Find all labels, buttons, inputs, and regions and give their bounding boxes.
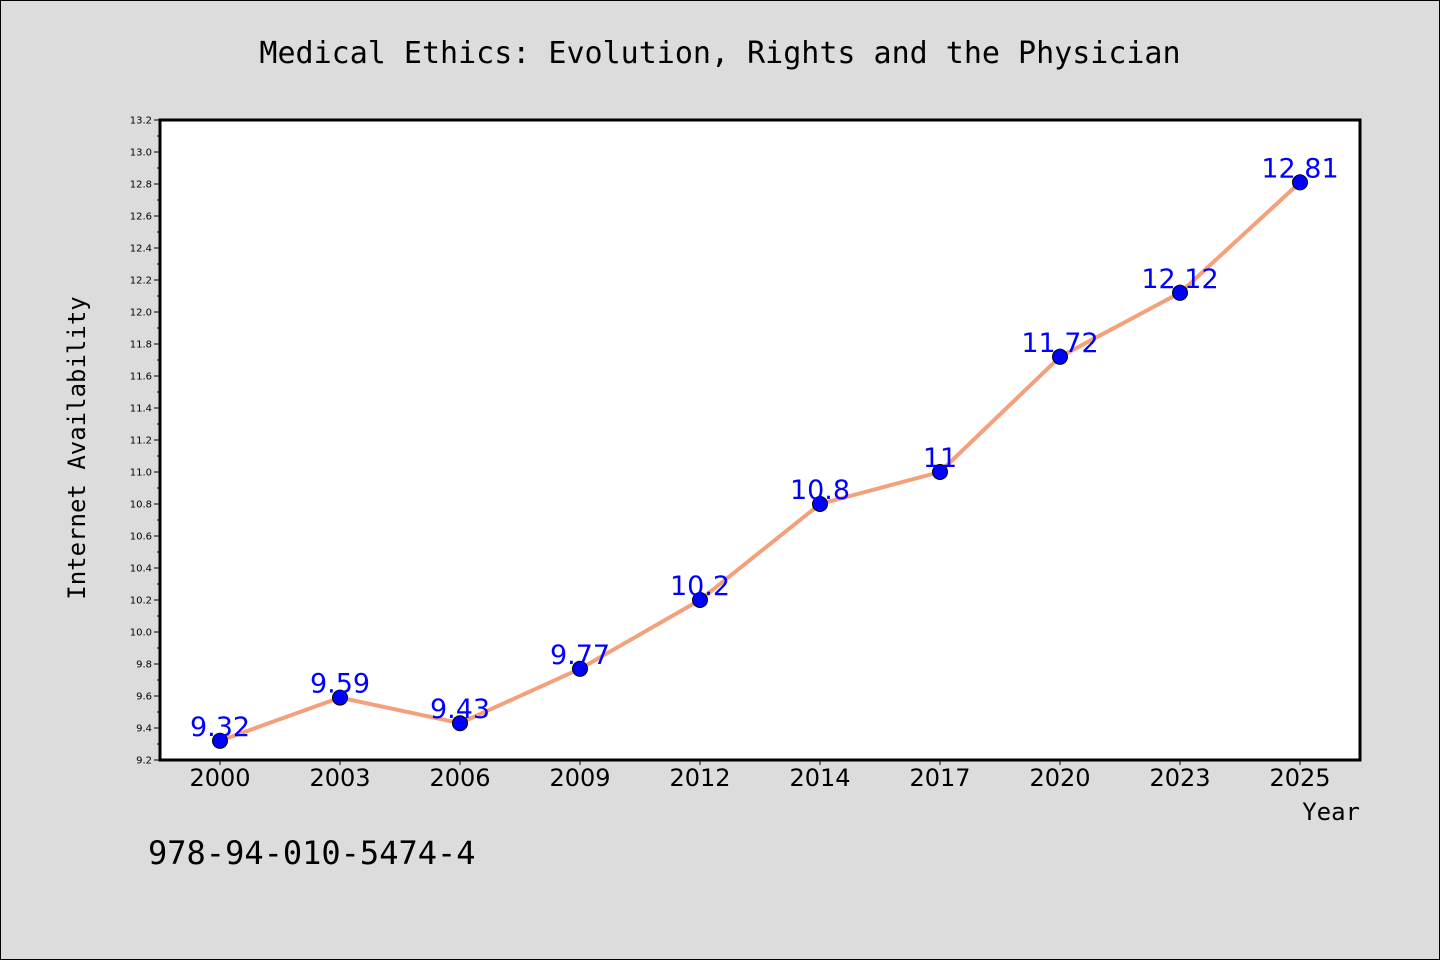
- data-label: 9.32: [190, 712, 250, 743]
- y-tick-label: 10.2: [130, 596, 152, 607]
- x-tick-label: 2020: [1029, 764, 1090, 792]
- y-tick-label: 11.6: [130, 372, 152, 383]
- x-axis-label: Year: [1302, 798, 1360, 826]
- x-tick-label: 2006: [429, 764, 490, 792]
- x-tick-label: 2003: [309, 764, 370, 792]
- data-point: [572, 660, 588, 677]
- data-point: [692, 592, 708, 608]
- data-label: 10.8: [790, 475, 850, 506]
- y-tick-label: 12.0: [130, 308, 152, 319]
- data-point: [932, 464, 948, 480]
- y-tick-label: 12.2: [130, 276, 152, 287]
- chart-title: Medical Ethics: Evolution, Rights and th…: [259, 36, 1180, 71]
- data-labels: 9.32 9.59 9.43 9.77 10.2 10.8 11 11.72 12.12 12.8…: [190, 153, 1339, 742]
- y-tick-label: 11.4: [130, 404, 152, 415]
- data-point: [212, 732, 228, 749]
- series-line-group: [218, 180, 1302, 743]
- y-tick-label: 11.8: [130, 340, 152, 351]
- isbn-text: 978-94-010-5474-4: [148, 834, 476, 872]
- data-point: [1172, 284, 1188, 301]
- y-tick-label: 11.2: [130, 436, 152, 447]
- y-tick-label: 9.2: [136, 756, 152, 767]
- series-line: [218, 180, 1302, 743]
- x-tick-label: 2025: [1269, 764, 1330, 792]
- y-tick-label: 9.6: [136, 692, 152, 703]
- y-tick-label: 10.0: [130, 628, 152, 639]
- y-tick-label: 12.8: [130, 180, 152, 191]
- data-label: 9.59: [310, 669, 370, 700]
- x-tick-label: 2000: [189, 764, 250, 792]
- y-tick-label: 10.6: [130, 532, 152, 543]
- data-label: 11.72: [1021, 328, 1098, 359]
- x-tick-label: 2012: [669, 764, 730, 792]
- x-tick-label: 2023: [1149, 764, 1210, 792]
- y-axis-label: Internet Availability: [63, 296, 91, 599]
- data-point: [452, 715, 468, 732]
- data-markers: [212, 174, 1308, 749]
- y-tick-label: 9.4: [136, 724, 152, 735]
- data-point: [1052, 348, 1068, 365]
- data-label: 11: [923, 443, 957, 474]
- data-label: 10.2: [670, 571, 730, 602]
- y-tick-label: 12.4: [130, 244, 152, 255]
- data-label: 9.43: [430, 694, 490, 725]
- y-tick-label: 10.8: [130, 500, 152, 511]
- data-label: 12.81: [1261, 153, 1338, 184]
- y-tick-label: 12.6: [130, 212, 152, 223]
- x-tick-label: 2014: [789, 764, 850, 792]
- plot-area: [158, 118, 1362, 762]
- y-tick-label: 11.0: [130, 468, 152, 479]
- y-tick-label: 10.4: [130, 564, 152, 575]
- y-tick-label: 9.8: [136, 660, 152, 671]
- data-label: 12.12: [1141, 264, 1218, 295]
- x-tick-label: 2017: [909, 764, 970, 792]
- y-tick-label: 13.0: [130, 148, 152, 159]
- data-point: [1292, 174, 1308, 191]
- x-axis-ticks: 2000 2003 2006 2009 2012 2014 2017 2020 2023 2025: [189, 760, 1331, 792]
- data-point: [812, 496, 828, 512]
- x-tick-label: 2009: [549, 764, 610, 792]
- y-tick-label: 13.2: [130, 116, 152, 127]
- data-point: [332, 689, 348, 706]
- data-label: 9.77: [550, 640, 610, 671]
- y-axis-ticks: 9.2 9.4 9.6 9.8 10.0 10.2 10.4 10.6 10.8 11.0 11.2…: [130, 116, 160, 767]
